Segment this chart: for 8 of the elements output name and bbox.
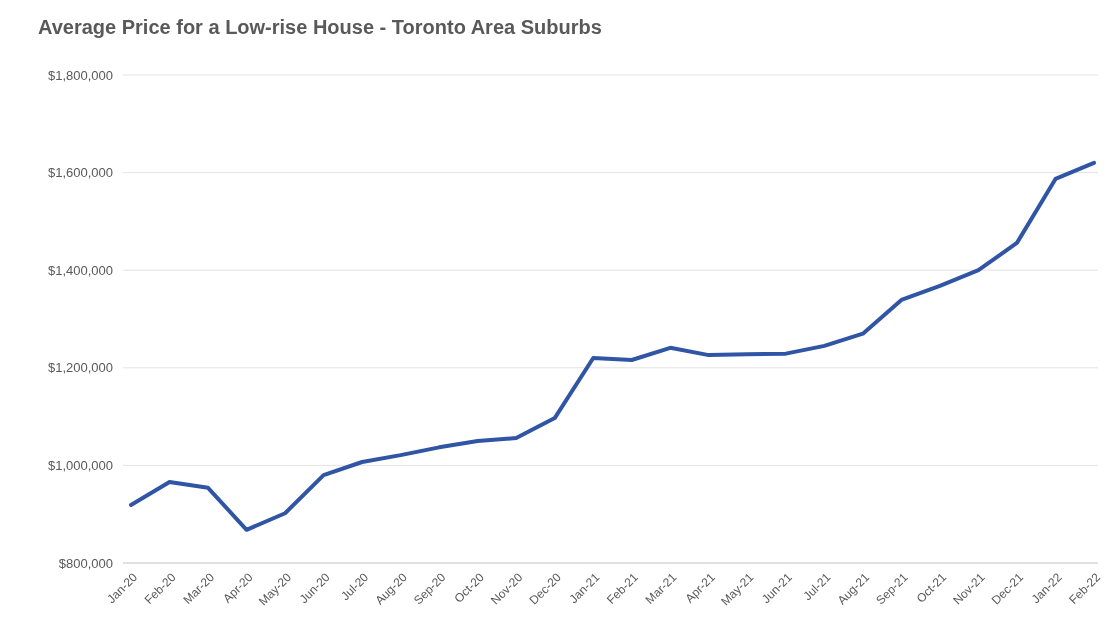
y-tick-label: $1,200,000 bbox=[47, 360, 113, 376]
y-tick-label: $1,400,000 bbox=[47, 262, 113, 278]
y-tick-label: $1,000,000 bbox=[47, 457, 113, 473]
chart-title: Average Price for a Low-rise House - Toronto Area Suburbs bbox=[38, 16, 602, 38]
line-series bbox=[129, 160, 1096, 532]
y-tick-label: $1,800,000 bbox=[47, 67, 113, 83]
y-tick-label: $800,000 bbox=[58, 555, 113, 571]
y-tick-label: $1,600,000 bbox=[47, 165, 113, 181]
